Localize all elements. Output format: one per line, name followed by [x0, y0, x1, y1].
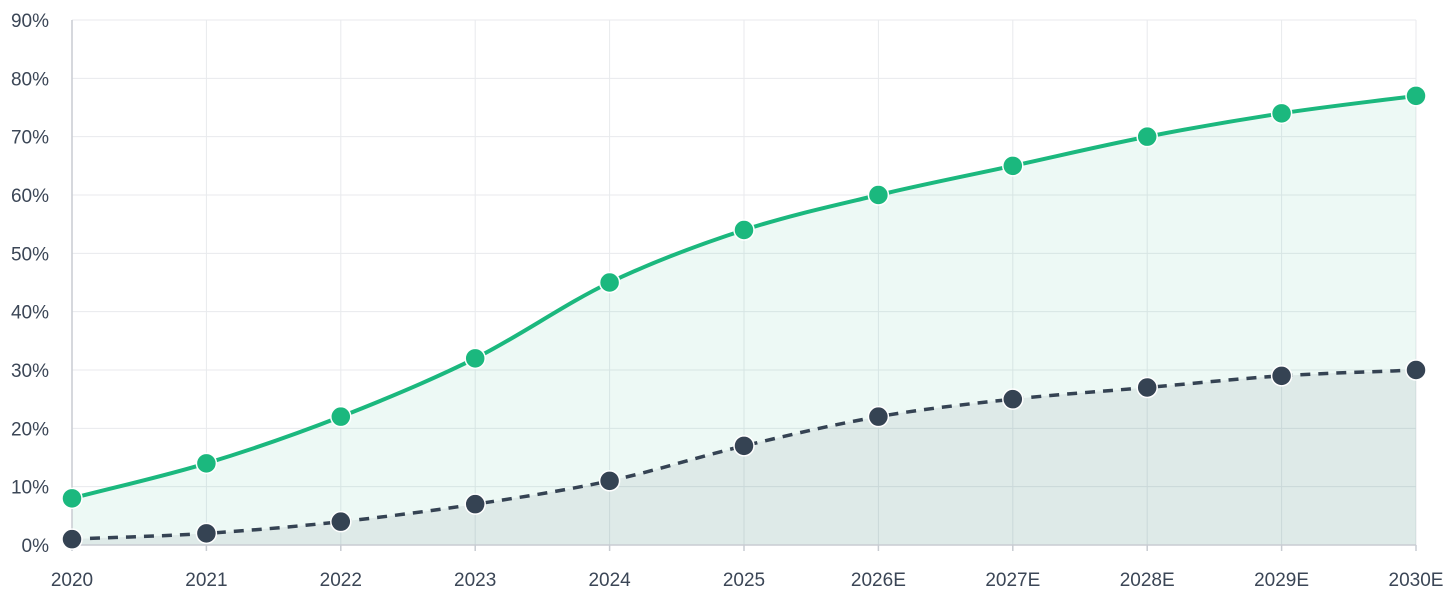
data-point: [733, 435, 755, 457]
data-point: [330, 510, 352, 533]
data-point: [1405, 359, 1427, 381]
data-point: [867, 405, 890, 428]
series-area-0: [72, 95, 1416, 545]
x-tick-label: 2027E: [985, 570, 1040, 591]
x-tick-label: 2030E: [1389, 570, 1444, 591]
data-point: [464, 347, 486, 370]
x-tick-label: 2024: [588, 570, 631, 591]
data-point: [1002, 388, 1024, 410]
data-points: [61, 85, 1427, 550]
series-area-1: [72, 370, 1416, 545]
data-point: [598, 271, 621, 294]
data-point: [867, 184, 890, 206]
area-fills: [72, 95, 1416, 545]
y-tick-label: 50%: [11, 244, 49, 265]
x-tick-label: 2025: [723, 570, 765, 591]
y-tick-label: 0%: [22, 536, 50, 557]
y-tick-label: 90%: [11, 11, 49, 32]
data-point: [1136, 376, 1158, 399]
y-tick-label: 40%: [11, 303, 49, 324]
y-tick-label: 80%: [11, 69, 49, 90]
data-point: [195, 452, 218, 475]
data-point: [1002, 155, 1024, 177]
y-tick-labels: 0% 10% 20% 30% 40% 50% 60% 70% 80% 90%: [11, 11, 49, 557]
x-tick-label: 2026E: [851, 570, 906, 591]
data-point: [464, 493, 486, 515]
data-point: [1136, 125, 1158, 148]
data-point: [330, 405, 352, 428]
x-tick-label: 2029E: [1254, 570, 1309, 591]
y-tick-label: 70%: [11, 128, 49, 149]
data-point: [598, 470, 621, 492]
data-point: [1405, 85, 1427, 107]
axes: [71, 20, 1417, 551]
y-tick-label: 20%: [11, 419, 49, 440]
y-tick-label: 30%: [11, 361, 49, 382]
x-tick-label: 2022: [320, 570, 362, 591]
x-tick-label: 2028E: [1120, 570, 1175, 591]
x-tick-labels: 2020 2021 2022 2023 2024 2025 2026E 2027E 2028E 2…: [51, 570, 1444, 591]
x-tick-label: 2021: [185, 570, 227, 591]
data-point: [733, 219, 755, 241]
data-point: [195, 522, 218, 545]
data-point: [61, 528, 83, 550]
data-point: [1270, 365, 1293, 387]
y-tick-label: 10%: [11, 478, 49, 499]
x-tick-label: 2020: [51, 570, 93, 591]
data-point: [1270, 102, 1293, 125]
data-point: [61, 487, 83, 510]
y-tick-label: 60%: [11, 186, 49, 207]
x-tick-label: 2023: [454, 570, 496, 591]
